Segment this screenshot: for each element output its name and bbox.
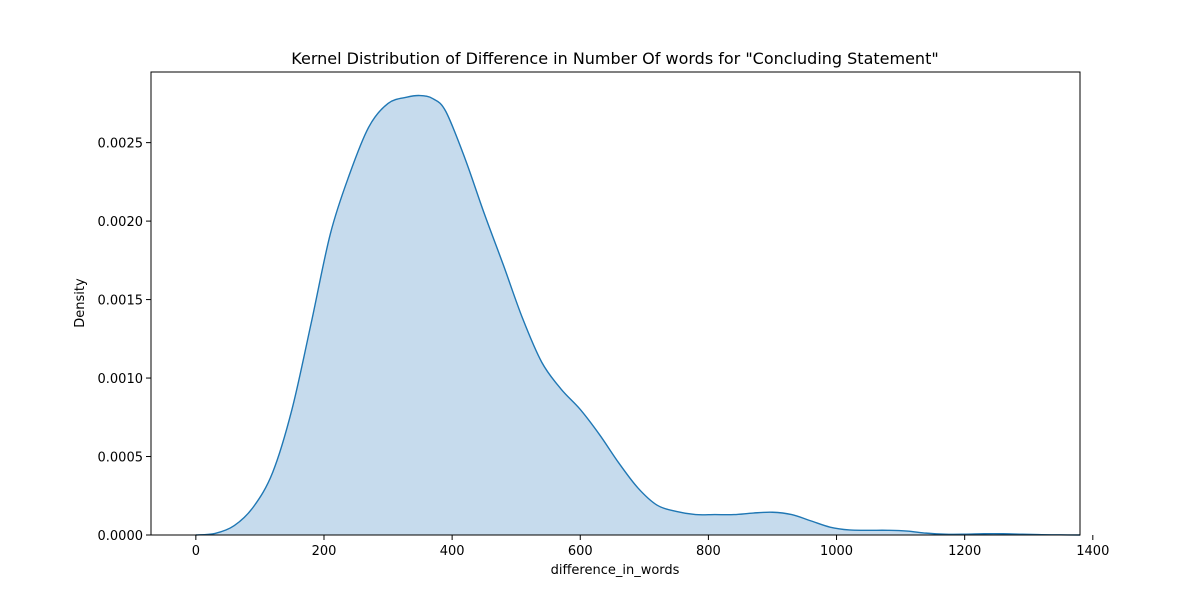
x-tick-label: 400 bbox=[440, 544, 465, 559]
x-tick-label: 200 bbox=[312, 544, 337, 559]
y-axis-label: Density bbox=[73, 278, 88, 328]
x-tick-label: 0 bbox=[192, 544, 200, 559]
x-tick-label: 1000 bbox=[820, 544, 853, 559]
x-axis-ticks: 0 200 400 600 800 1000 1200 1400 bbox=[192, 535, 1109, 559]
y-tick-label: 0.0010 bbox=[98, 372, 144, 387]
y-tick-label: 0.0015 bbox=[98, 294, 144, 309]
chart-title: Kernel Distribution of Difference in Num… bbox=[291, 49, 938, 68]
x-tick-label: 800 bbox=[696, 544, 721, 559]
axes-frame bbox=[150, 71, 1081, 536]
y-tick-label: 0.0005 bbox=[98, 451, 144, 466]
y-tick-label: 0.0025 bbox=[98, 137, 144, 152]
kde-line-0 bbox=[195, 94, 1081, 536]
x-tick-label: 1400 bbox=[1076, 544, 1109, 559]
y-tick-label: 0.0020 bbox=[98, 215, 144, 230]
x-tick-label: 600 bbox=[568, 544, 593, 559]
kde-fill-area-0 bbox=[195, 95, 1081, 536]
plot-area bbox=[195, 94, 1081, 536]
y-tick-label: 0.0000 bbox=[98, 529, 144, 544]
x-axis-label: difference_in_words bbox=[551, 563, 680, 578]
x-tick-label: 1200 bbox=[948, 544, 981, 559]
y-axis-ticks: 0.0000 0.0005 0.0010 0.0015 0.0020 0.0025 bbox=[98, 137, 151, 544]
